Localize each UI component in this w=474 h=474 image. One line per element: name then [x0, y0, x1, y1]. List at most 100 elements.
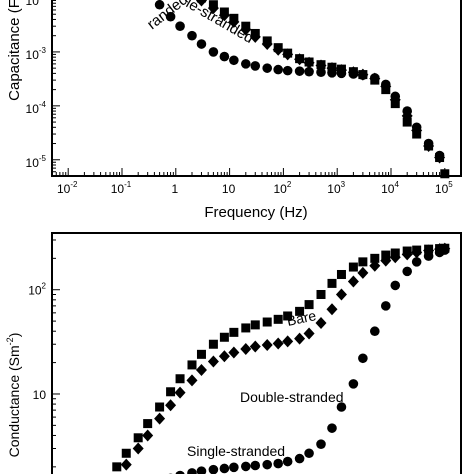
circle-marker	[219, 463, 230, 474]
square-marker	[262, 317, 272, 327]
circle-marker	[402, 266, 412, 277]
square-marker	[348, 262, 358, 272]
diamond-marker	[369, 259, 381, 272]
diamond-marker	[347, 275, 359, 288]
circle-marker	[304, 66, 314, 77]
circle-marker	[390, 280, 401, 291]
square-marker	[250, 320, 260, 330]
square-marker	[402, 117, 412, 127]
circle-marker	[370, 326, 380, 337]
diamond-marker	[249, 340, 261, 353]
y-tick-label-exponent: 2	[42, 282, 47, 291]
square-marker	[187, 360, 197, 370]
square-marker	[283, 311, 293, 321]
diamond-marker	[272, 337, 284, 350]
diamond-marker	[294, 53, 306, 66]
y-tick-label-base: 10	[26, 102, 40, 116]
y-tick-label-base: 10	[26, 156, 40, 170]
x-tick-label-base: 10	[222, 182, 236, 196]
circle-marker	[250, 460, 261, 471]
square-marker	[370, 253, 380, 263]
x-tick-label-exponent: 3	[341, 180, 346, 189]
circle-marker	[187, 468, 197, 474]
annotation-bare: Bare	[285, 307, 317, 329]
y-tick-label: 10	[33, 388, 47, 402]
capacitance-y-axis-label: Capacitance (F	[6, 0, 23, 101]
diamond-marker	[120, 458, 132, 471]
diamond-marker	[165, 399, 177, 412]
circle-marker	[175, 470, 185, 474]
circle-marker	[208, 464, 219, 474]
circle-marker	[229, 55, 239, 66]
square-marker	[440, 169, 450, 179]
diamond-marker	[207, 355, 219, 368]
diamond-marker	[261, 338, 273, 351]
circle-marker	[411, 257, 422, 267]
y-tick-label: 10-2	[26, 0, 47, 8]
square-marker	[241, 323, 251, 333]
square-marker	[166, 387, 176, 397]
diamond-marker	[380, 254, 392, 267]
circle-marker	[165, 11, 176, 22]
circle-marker	[440, 245, 450, 255]
circle-marker	[273, 64, 283, 75]
diamond-marker	[272, 43, 284, 56]
x-tick-label-exponent: -2	[70, 180, 78, 189]
y-tick-label-base: 10	[28, 284, 42, 298]
square-marker	[219, 332, 229, 342]
diamond-marker	[389, 251, 401, 264]
diamond-marker	[249, 30, 261, 43]
x-tick-label-exponent: 4	[394, 180, 399, 189]
x-tick-label-exponent: 2	[287, 180, 292, 189]
diamond-marker	[335, 288, 347, 301]
conductance-markers	[112, 242, 451, 474]
circle-marker	[423, 251, 434, 261]
circle-marker	[358, 353, 368, 364]
circle-marker	[348, 69, 359, 79]
diamond-marker	[261, 38, 273, 51]
circle-marker	[282, 65, 293, 76]
diamond-marker	[240, 343, 252, 356]
circle-marker	[348, 379, 359, 389]
x-tick-label: 102	[273, 180, 291, 196]
circle-marker	[380, 301, 391, 311]
x-tick-label: 1	[171, 182, 178, 196]
square-marker	[327, 278, 337, 288]
circle-marker	[282, 456, 293, 467]
x-tick-label: 103	[327, 180, 345, 196]
circle-marker	[175, 21, 185, 31]
diamond-marker	[154, 412, 166, 425]
conductance-y-axis-label: Conductance (Sm-2)	[5, 333, 22, 458]
circle-marker	[358, 70, 368, 81]
y-tick-label-exponent: -4	[39, 100, 47, 109]
square-marker	[196, 349, 206, 359]
square-marker	[175, 374, 185, 384]
diamond-marker	[282, 48, 294, 61]
circle-marker	[196, 466, 207, 474]
x-tick-label: 104	[381, 180, 399, 196]
capacitance-markers	[154, 0, 450, 179]
square-marker	[273, 314, 283, 324]
circle-marker	[154, 0, 165, 10]
circle-marker	[336, 402, 347, 412]
x-tick-label-exponent: -1	[124, 180, 132, 189]
diamond-marker	[142, 429, 154, 442]
circle-marker	[370, 73, 380, 83]
circle-marker	[219, 51, 230, 62]
circle-marker	[262, 63, 273, 73]
x-tick-label: 10	[222, 182, 236, 196]
capacitance-x-axis-label: Frequency (Hz)	[204, 204, 307, 221]
circle-marker	[336, 68, 347, 79]
annotation-double-stranded: Double-stranded	[240, 389, 344, 405]
square-marker	[336, 269, 346, 279]
diamond-marker	[303, 327, 315, 340]
x-tick-label-base: 10	[435, 182, 449, 196]
diamond-marker	[357, 266, 369, 279]
circle-marker	[327, 423, 337, 433]
diamond-marker	[218, 350, 230, 363]
conductance-plot-frame	[51, 232, 462, 474]
circle-marker	[434, 150, 445, 161]
